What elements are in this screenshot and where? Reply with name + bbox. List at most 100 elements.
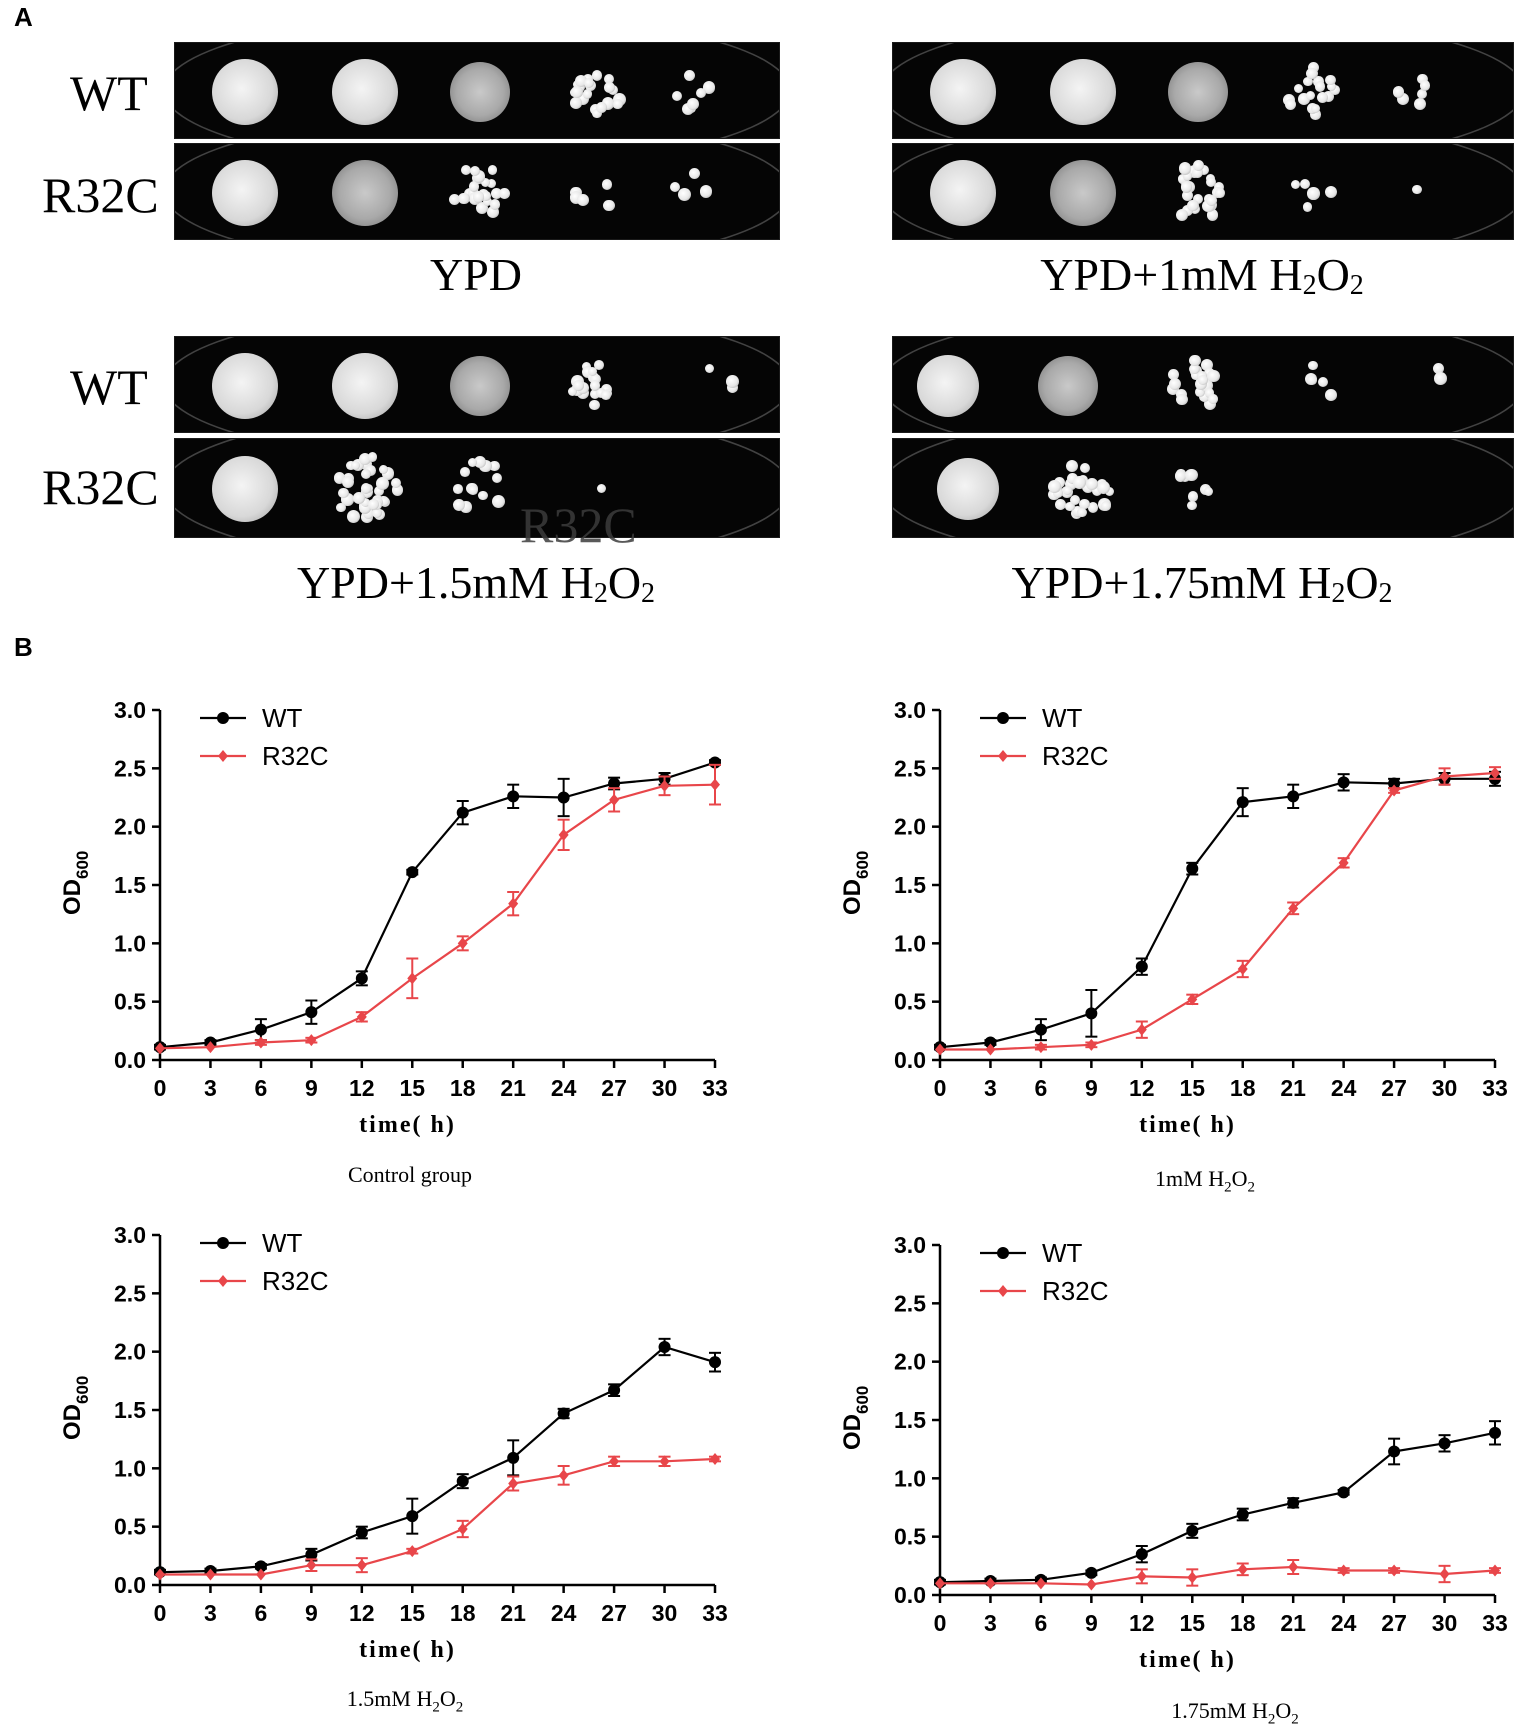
colony-dot [1207, 394, 1218, 405]
colony-dot [391, 484, 404, 496]
colony-dot [472, 191, 485, 203]
colony-dot [1293, 84, 1303, 94]
x-tick-label: 21 [1280, 1610, 1306, 1636]
x-tick-label: 24 [551, 1600, 577, 1626]
colony-dot [572, 380, 584, 392]
colony-dot [468, 181, 480, 193]
colony-dot [1307, 62, 1319, 74]
x-axis-label: time( h) [359, 1112, 456, 1138]
panel-b-letter: B [14, 632, 33, 662]
data-point-wt [709, 1356, 721, 1369]
data-point-r32c [609, 793, 620, 806]
colony-dot [353, 492, 366, 504]
colony-dot [1182, 171, 1193, 181]
y-tick-label: 1.0 [114, 930, 146, 956]
colony-dot [1417, 89, 1428, 100]
chart-control-group: 0.0 0.5 1.0 1.5 2.0 2.5 3.0 0 3 6 9 12 15 18 21 24 27 30 3… [59, 697, 728, 1138]
colony-dot [458, 193, 470, 205]
data-point-r32c [1136, 1023, 1147, 1036]
data-point-r32c [1086, 1578, 1097, 1591]
colony-dot [1100, 500, 1111, 511]
colony-dot [1167, 369, 1179, 381]
colony-dot [612, 98, 623, 109]
colony-dot [596, 483, 606, 493]
row-label-r32c: R32C [42, 167, 159, 223]
data-point-r32c [1086, 1038, 1097, 1051]
y-axis-label: OD600 [839, 851, 872, 915]
y-tick-label: 1.5 [894, 1407, 926, 1433]
legend-label-wt: WT [1042, 1238, 1083, 1268]
colony-dot [590, 389, 601, 400]
x-tick-label: 18 [1230, 1075, 1256, 1101]
colony-dot [1306, 67, 1318, 79]
colony-spot [1050, 58, 1116, 125]
colony-dot [346, 510, 360, 524]
x-tick-label: 30 [652, 1075, 678, 1101]
chart-caption-control: Control group [347, 1162, 473, 1187]
data-point-r32c [710, 1453, 720, 1465]
data-point-r32c [508, 1477, 519, 1490]
colony-dot [1193, 160, 1205, 171]
colony-spot [212, 352, 278, 419]
colony-dot [1180, 181, 1192, 193]
data-point-wt [254, 1023, 267, 1036]
colony-dot [1303, 76, 1313, 87]
colony-dot [684, 69, 696, 82]
chart-caption-1-75mm: 1.75mM H2O2 [1171, 1698, 1299, 1728]
plate-caption-1-5mm: YPD+1.5mM H2O2 [296, 557, 656, 609]
chart-caption-1mm: 1mM H2O2 [1155, 1166, 1255, 1196]
colony-dot [1187, 491, 1199, 503]
colony-dot [487, 206, 500, 218]
colony-dot [688, 168, 701, 180]
colony-dot [1066, 473, 1078, 484]
x-tick-label: 9 [1085, 1075, 1098, 1101]
data-point-wt [1287, 1496, 1300, 1509]
colony-dot [1168, 378, 1182, 391]
colony-dot [360, 468, 372, 480]
colony-spot [450, 61, 510, 122]
data-point-wt [1135, 960, 1148, 973]
colony-dot [1085, 477, 1098, 490]
data-point-wt [507, 1451, 520, 1464]
data-point-r32c [205, 1041, 216, 1054]
y-tick-label: 1.0 [114, 1455, 146, 1481]
colony-spot [450, 355, 510, 416]
data-point-wt [254, 1560, 267, 1573]
colony-dot [359, 452, 372, 465]
x-tick-label: 24 [1331, 1075, 1357, 1101]
data-point-r32c [457, 937, 468, 950]
legend-marker [998, 750, 1008, 762]
x-tick-label: 3 [204, 1600, 217, 1626]
y-tick-label: 0.5 [114, 1514, 146, 1540]
colony-dot [338, 487, 349, 499]
colony-dot [1327, 82, 1337, 92]
y-tick-label: 1.0 [894, 1465, 926, 1491]
colony-dot [1417, 73, 1428, 85]
x-tick-label: 33 [702, 1600, 728, 1626]
colony-dot [373, 485, 385, 496]
legend-label-r32c: R32C [262, 741, 328, 771]
x-axis-label: time( h) [359, 1637, 456, 1663]
y-tick-label: 2.0 [894, 1349, 926, 1375]
colony-dot [1308, 360, 1319, 371]
colony-dot [379, 497, 389, 507]
row-label-wt: WT [70, 65, 148, 121]
series-line-wt [939, 1431, 1496, 1584]
row-label-wt-2: WT [70, 359, 148, 415]
data-point-wt [608, 777, 621, 790]
chart-1mm-h2o2: 0.0 0.5 1.0 1.5 2.0 2.5 3.0 0 3 6 9 12 15 18 21 24 27 30 3… [839, 697, 1508, 1138]
colony-dot [1299, 178, 1310, 189]
colony-dot [1204, 398, 1216, 411]
colony-dot [481, 191, 492, 201]
data-point-r32c [935, 1577, 945, 1590]
colony-dot [461, 165, 471, 176]
colony-dot [1201, 358, 1214, 371]
y-tick-label: 3.0 [894, 697, 926, 723]
colony-dot [1306, 90, 1316, 101]
colony-dot [1181, 204, 1193, 217]
data-point-wt [1236, 1508, 1249, 1521]
chart-caption-1-5mm: 1.5mM H2O2 [346, 1686, 464, 1716]
plate-1mm-r32c [892, 143, 1514, 240]
data-point-r32c [1136, 1570, 1147, 1583]
colony-dot [595, 102, 608, 114]
